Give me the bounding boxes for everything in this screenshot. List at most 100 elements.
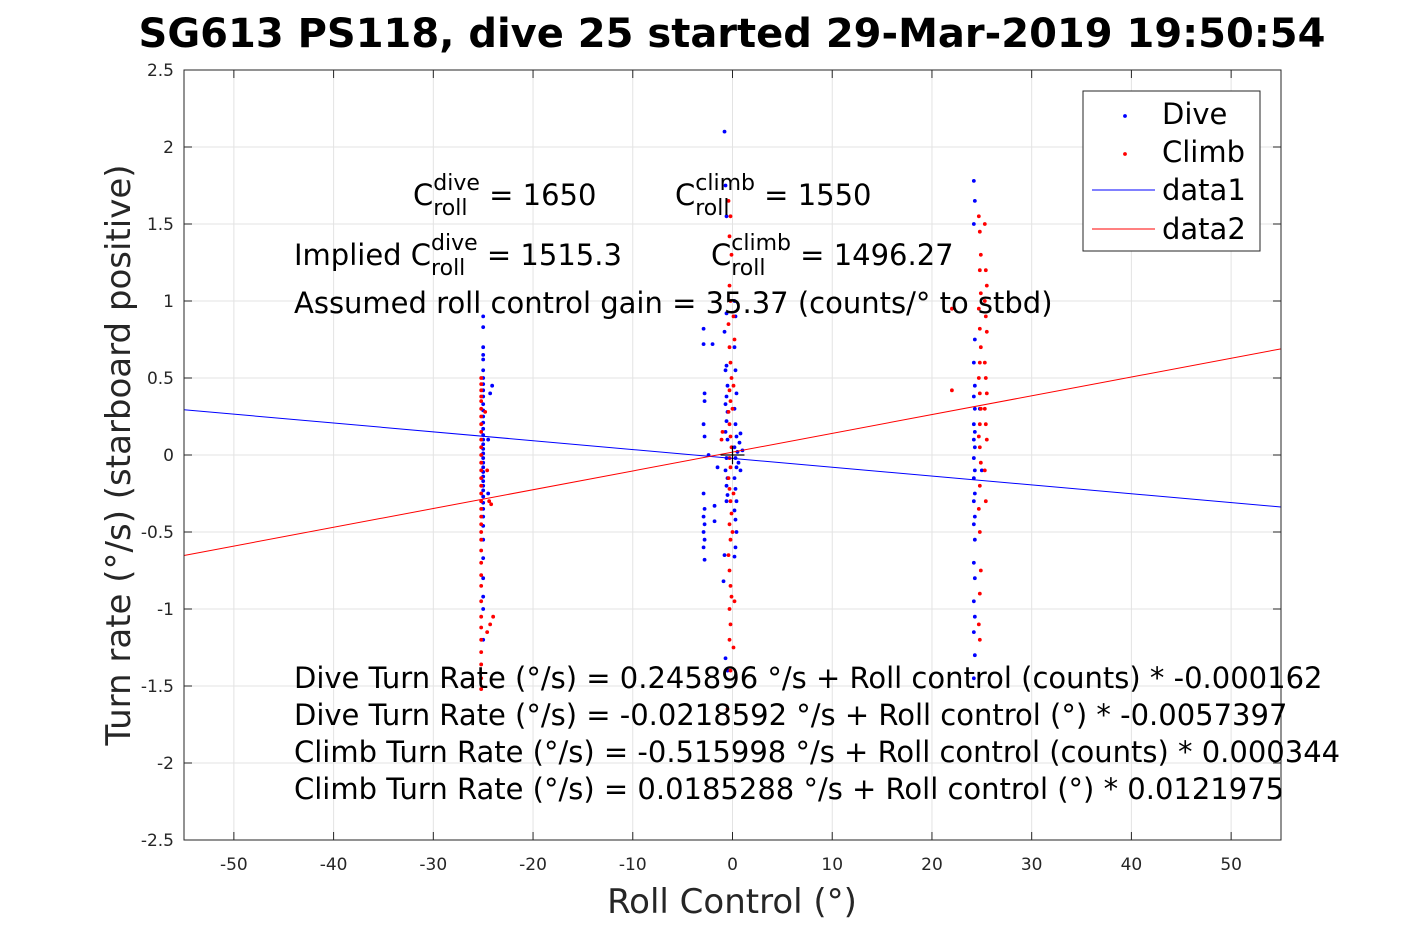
dive-point (732, 554, 737, 559)
annotation-span: C (675, 178, 695, 212)
climb-point (729, 376, 734, 380)
dive-point (724, 394, 729, 399)
annotation-span: = 1515.3 (478, 238, 622, 272)
y-tick-label: -1.5 (141, 677, 174, 697)
annotation-text: Assumed roll control gain = 35.37 (count… (294, 286, 1053, 320)
x-tick-label: 0 (727, 855, 738, 875)
climb-point (732, 599, 737, 604)
climb-point (982, 468, 987, 473)
dive-point (702, 434, 707, 439)
annotation-span: = 1550 (755, 178, 872, 212)
climb-point (727, 522, 732, 527)
climb-point (479, 376, 484, 380)
annotation-span: Implied C (294, 238, 431, 272)
x-tick-label: 10 (821, 855, 843, 875)
annotation-span: C (711, 238, 731, 272)
dive-point (710, 342, 715, 347)
climb-point (728, 537, 733, 542)
climb-point (479, 414, 484, 419)
climb-point (732, 337, 737, 342)
climb-point (479, 514, 484, 519)
x-tick-label: 20 (921, 855, 943, 875)
dive-point (481, 402, 486, 407)
climb-point (727, 486, 732, 491)
dive-point (725, 493, 730, 497)
dive-point (702, 537, 707, 542)
y-tick-label: -2.5 (141, 831, 174, 851)
dive-point (701, 422, 706, 427)
legend-box (1082, 90, 1261, 252)
annotation-text: Dive Turn Rate (°/s) = 0.245896 °/s + Ro… (294, 661, 1322, 695)
climb-point (729, 511, 734, 516)
climb-point (479, 650, 484, 655)
climb-point (977, 360, 982, 365)
dive-point (701, 514, 706, 519)
climb-point (728, 465, 733, 470)
annotation-line: Crolldive = 1650 (413, 171, 596, 221)
annotation-text: Crollclimb = 1496.27 (711, 231, 954, 281)
dive-point (701, 342, 706, 347)
dive-point (481, 442, 486, 447)
dive-point (481, 465, 486, 470)
annotation-line: Climb Turn Rate (°/s) = 0.0185288 °/s + … (294, 772, 1284, 806)
climb-point (983, 268, 988, 273)
climb-point (725, 707, 730, 711)
dive-point (481, 576, 486, 581)
climb-point (479, 676, 484, 681)
x-tick-label: -10 (619, 855, 647, 875)
dive-point (972, 199, 977, 203)
dive-point (724, 363, 729, 368)
dive-point (734, 434, 739, 439)
dive-point (972, 337, 977, 342)
climb-point (479, 522, 484, 527)
annotation-line: Implied Crolldive = 1515.3 (294, 231, 622, 281)
dive-point (486, 491, 491, 496)
legend-label: data2 (1162, 212, 1246, 246)
dive-point (702, 557, 707, 562)
climb-point (977, 391, 982, 396)
dive-point (737, 440, 742, 445)
y-tick-label: -1 (157, 600, 174, 620)
dive-point (725, 383, 730, 388)
dive-point (972, 445, 977, 450)
dive-point (481, 426, 486, 431)
climb-point (727, 422, 732, 427)
dive-point (490, 383, 495, 388)
annotation-line: Dive Turn Rate (°/s) = -0.0218592 °/s + … (294, 698, 1287, 732)
climb-point (731, 314, 736, 319)
climb-point (728, 622, 733, 627)
climb-point (731, 645, 736, 650)
x-tick-label: -50 (220, 855, 248, 875)
climb-point (982, 299, 987, 303)
climb-point (487, 499, 492, 504)
dive-point (971, 676, 976, 681)
climb-point (729, 252, 734, 257)
dive-point (481, 488, 486, 493)
climb-point (727, 388, 732, 393)
climb-point (726, 199, 731, 203)
dive-point (972, 406, 977, 411)
climb-point (977, 637, 982, 642)
dive-point (701, 530, 706, 534)
dive-point (723, 402, 728, 407)
dive-point (725, 668, 730, 673)
climb-point (731, 383, 736, 388)
x-tick-label: 30 (1021, 855, 1043, 875)
climb-point (479, 476, 484, 480)
climb-point (479, 437, 484, 442)
dive-point (722, 553, 727, 557)
climb-point (479, 584, 484, 588)
climb-point (489, 502, 494, 507)
x-tick-label: 50 (1220, 855, 1242, 875)
annotation-text: Climb Turn Rate (°/s) = 0.0185288 °/s + … (294, 772, 1284, 806)
dive-point (971, 476, 976, 480)
climb-point (978, 345, 983, 350)
dive-point (972, 614, 977, 619)
climb-point (727, 607, 732, 611)
dive-point (481, 556, 486, 561)
dive-point (723, 430, 728, 434)
dive-point (972, 514, 977, 519)
climb-point (950, 306, 954, 311)
dive-point (722, 329, 727, 334)
climb-point (978, 291, 983, 296)
